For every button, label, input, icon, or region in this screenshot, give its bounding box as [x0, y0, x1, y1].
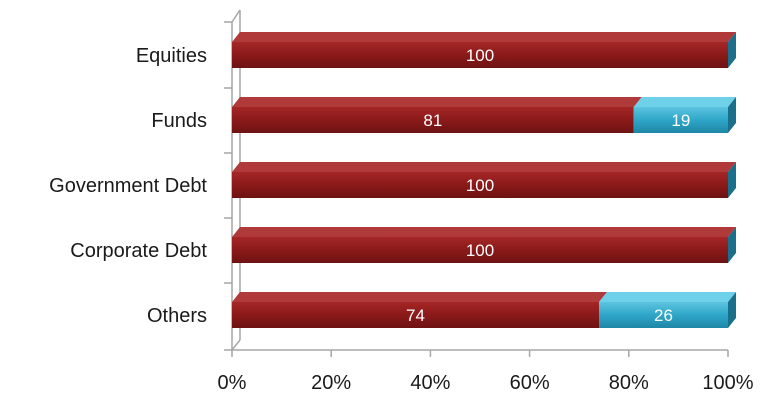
data-label: 100	[466, 241, 494, 260]
axes	[224, 9, 729, 357]
bars	[232, 32, 736, 328]
bar-end-cap	[728, 32, 736, 68]
bar-end-cap	[728, 227, 736, 263]
bar-end-cap	[728, 162, 736, 198]
data-label: 74	[406, 306, 425, 325]
bar-segment	[232, 42, 728, 68]
bar-segment-top	[232, 97, 642, 107]
bar-segment	[232, 302, 600, 328]
category-label: Government Debt	[49, 175, 207, 197]
labels: 0% 20% 40% 60% 80% 100% Equities Funds Governmen…	[49, 45, 754, 394]
x-tick-label: 100%	[702, 372, 753, 394]
category-label: Equities	[136, 45, 207, 67]
bar-segment-top	[232, 162, 736, 172]
category-label: Corporate Debt	[70, 240, 207, 262]
bar-segment-top	[633, 97, 736, 107]
category-label: Others	[147, 305, 207, 327]
bar-segment	[232, 172, 728, 198]
x-tick-label: 20%	[311, 372, 351, 394]
x-tick-label: 80%	[609, 372, 649, 394]
bar-end-cap	[728, 292, 736, 328]
bar-segment-top	[232, 292, 608, 302]
bar-segment	[599, 302, 728, 328]
data-label: 100	[466, 176, 494, 195]
data-label: 100	[466, 46, 494, 65]
category-label: Funds	[151, 110, 207, 132]
bar-segment-top	[232, 32, 736, 42]
x-tick-label: 40%	[410, 372, 450, 394]
y-axis-top-edge	[231, 9, 241, 23]
x-tick-label: 60%	[510, 372, 550, 394]
bar-segment	[232, 237, 728, 263]
bar-segment-top	[599, 292, 736, 302]
bar-end-cap	[728, 97, 736, 133]
bar-segment	[633, 107, 728, 133]
bar-segment	[232, 107, 634, 133]
x-tick-label: 0%	[218, 372, 247, 394]
data-label: 19	[671, 111, 690, 130]
floor-edge	[231, 339, 241, 351]
data-label: 26	[654, 306, 673, 325]
data-label: 81	[423, 111, 442, 130]
bar-segment-top	[232, 227, 736, 237]
